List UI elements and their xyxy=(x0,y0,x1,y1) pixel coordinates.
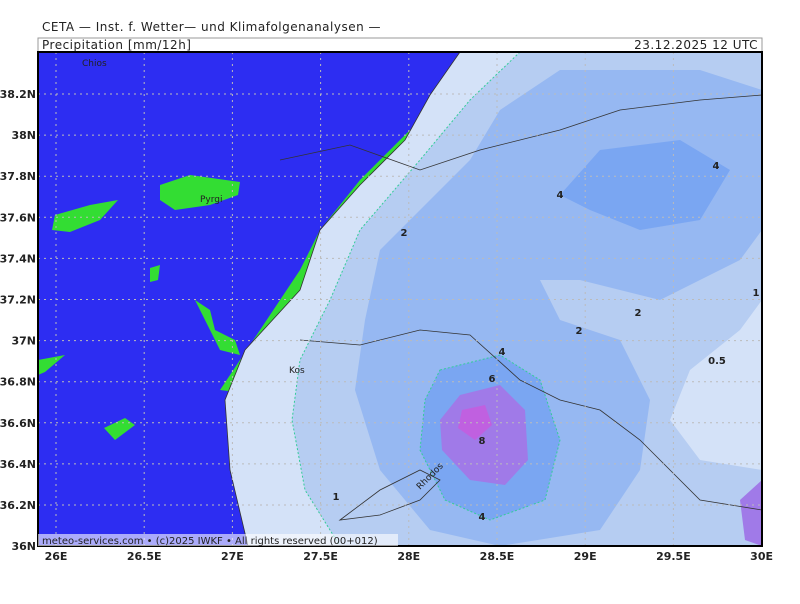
lat-label: 37.4N xyxy=(0,252,36,265)
place-label: Kos xyxy=(289,366,305,376)
contour-label: 2 xyxy=(401,228,408,239)
lat-label: 36.6N xyxy=(0,417,36,430)
coastline xyxy=(224,52,461,546)
contour-label: 4 xyxy=(479,512,486,523)
precip-8 xyxy=(458,405,492,440)
precip-6 xyxy=(740,480,762,546)
contour-label: 6 xyxy=(489,374,496,385)
contour-label: 8 xyxy=(479,436,486,447)
lon-label: 30E xyxy=(750,550,773,563)
lat-label: 37.6N xyxy=(0,211,36,224)
lat-label: 36.2N xyxy=(0,499,36,512)
header-title: CETA — Inst. f. Wetter— und Klimafolgena… xyxy=(42,20,381,34)
lat-label: 38.2N xyxy=(0,88,36,101)
rhodos-coast xyxy=(338,469,441,521)
lat-label: 36N xyxy=(11,540,36,553)
map-frame xyxy=(37,51,763,547)
contour-label: 4 xyxy=(499,347,506,358)
lon-label: 27E xyxy=(221,550,244,563)
lon-label: 27.5E xyxy=(303,550,338,563)
lat-label: 37N xyxy=(11,335,36,348)
contour-label: 2 xyxy=(635,308,642,319)
footer-bg xyxy=(38,534,398,546)
lat-label: 38N xyxy=(11,129,36,142)
island xyxy=(104,418,135,440)
footer: meteo-services.com • (c)2025 IWKF • All … xyxy=(42,536,378,547)
place-label: Chios xyxy=(82,59,107,69)
lat-label: 37.8N xyxy=(0,170,36,183)
contour-label: 1 xyxy=(333,492,340,503)
island xyxy=(150,265,160,282)
lon-label: 29.5E xyxy=(656,550,691,563)
lon-label: 26E xyxy=(45,550,68,563)
coastline xyxy=(299,329,762,511)
variable-label: Precipitation [mm/12h] xyxy=(42,38,191,52)
island xyxy=(38,355,65,375)
lon-label: 28E xyxy=(397,550,420,563)
contour-label: 4 xyxy=(557,190,564,201)
isoline xyxy=(419,354,561,521)
valid-time: 23.12.2025 12 UTC xyxy=(634,38,758,52)
border xyxy=(279,94,762,171)
contour-label: 2 xyxy=(576,326,583,337)
place-label: Pyrgi xyxy=(200,195,223,205)
map-area xyxy=(38,52,762,546)
contour-label: 4 xyxy=(713,161,720,172)
contour-label: 0.5 xyxy=(708,356,726,367)
lat-label: 36.8N xyxy=(0,376,36,389)
lon-label: 28.5E xyxy=(480,550,515,563)
lat-label: 36.4N xyxy=(0,458,36,471)
island xyxy=(195,300,240,355)
lat-label: 37.2N xyxy=(0,294,36,307)
contour-label: 1 xyxy=(753,288,760,299)
island xyxy=(160,175,240,210)
lon-label: 26.5E xyxy=(127,550,162,563)
lon-label: 29E xyxy=(574,550,597,563)
island xyxy=(52,200,118,232)
precip-4 xyxy=(560,140,730,230)
